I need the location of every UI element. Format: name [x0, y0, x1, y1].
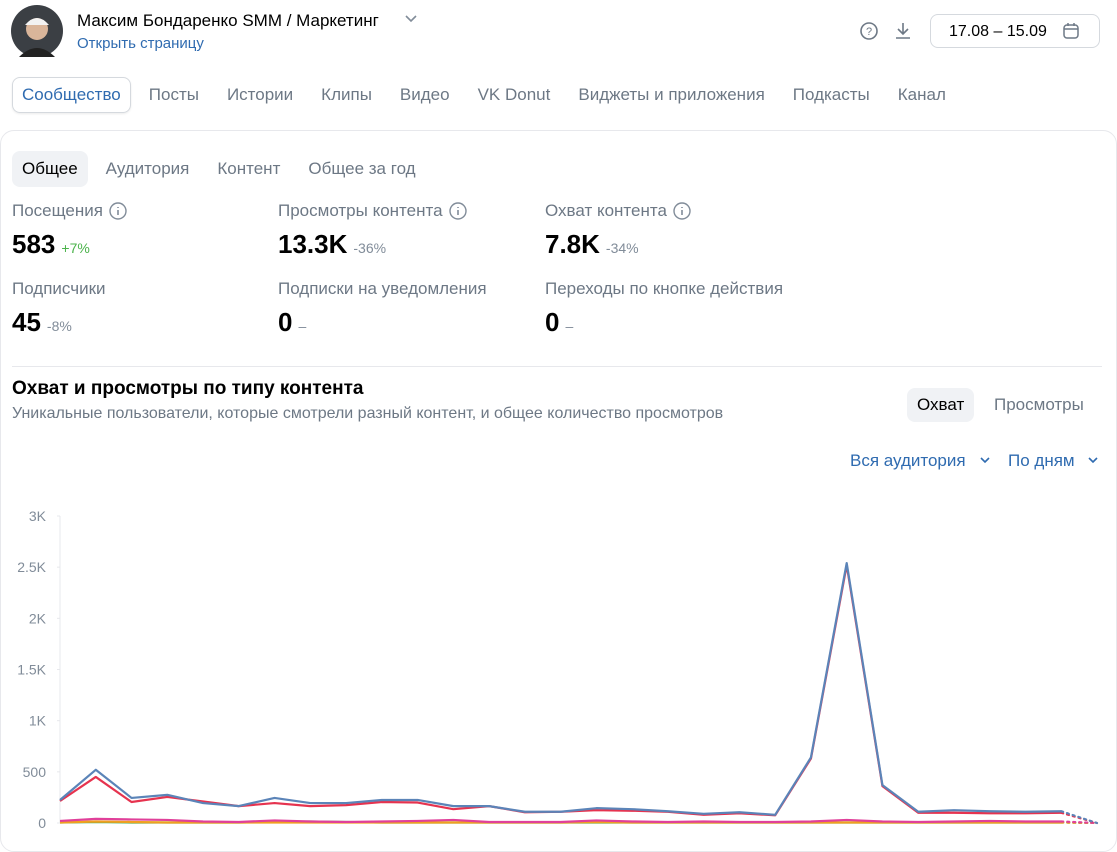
series-forecast: [1060, 810, 1099, 825]
series-forecast: [1060, 820, 1099, 825]
info-icon[interactable]: [108, 201, 128, 221]
svg-text:?: ?: [866, 26, 872, 38]
tab[interactable]: Посты: [148, 85, 199, 104]
section-title: Охват и просмотры по типу контента: [12, 378, 364, 399]
chart: 0 500 1K 1.5K 2K 2.5K 3K: [17, 508, 1099, 831]
tab[interactable]: Видео: [399, 85, 450, 104]
series-line: [59, 817, 1062, 824]
chevron[interactable]: [1086, 455, 1100, 467]
series-line: [59, 564, 1062, 817]
metric-label: Подписки на уведомления: [278, 279, 487, 298]
subtab[interactable]: Контент: [217, 159, 281, 178]
info-icon[interactable]: [448, 201, 468, 221]
date-picker[interactable]: 17.08 – 15.09: [930, 14, 1100, 48]
metric-label: Подписчики: [12, 279, 106, 298]
toggle[interactable]: Просмотры: [994, 395, 1084, 414]
metric-change: +7%: [61, 240, 90, 256]
y-tick-label: 1K: [29, 713, 47, 729]
metric: 0–: [545, 307, 573, 338]
metric-value: 0: [545, 307, 560, 337]
download-icon[interactable]: [892, 20, 914, 42]
metric-label: Охват контента: [545, 201, 667, 220]
metric: 45 -8%: [12, 307, 72, 338]
tab[interactable]: Канал: [897, 85, 946, 104]
metric-change: -34%: [605, 240, 639, 256]
tab[interactable]: Виджеты и приложения: [578, 85, 765, 104]
info-icon[interactable]: [672, 201, 692, 221]
tab[interactable]: Сообщество: [12, 77, 131, 113]
metric-value: 7.8K: [545, 229, 600, 259]
metric: 13.3K -36%: [278, 229, 386, 260]
metric: 0–: [278, 307, 306, 338]
subtab[interactable]: Общее за год: [308, 159, 416, 178]
subtab[interactable]: Аудитория: [105, 159, 190, 178]
divider: [12, 366, 1102, 367]
metric: 583 +7%: [12, 229, 90, 260]
audience-filter[interactable]: Вся аудитория: [850, 451, 966, 470]
period-filter[interactable]: По дням: [1008, 451, 1075, 470]
metric-value: 13.3K: [278, 229, 348, 259]
open-page-link[interactable]: Открыть страницу: [77, 35, 204, 52]
metric: 7.8K -34%: [545, 229, 639, 260]
y-tick-label: 1.5K: [17, 662, 46, 678]
metric-label: Посещения: [12, 201, 103, 220]
y-tick-label: 500: [23, 764, 47, 780]
avatar[interactable]: [11, 5, 63, 57]
metric-value: 583: [12, 229, 56, 259]
y-tick-label: 0: [38, 815, 46, 831]
metric-change: –: [565, 318, 574, 334]
metric-change: -8%: [46, 318, 72, 334]
help-icon[interactable]: ?: [858, 20, 880, 42]
y-tick-label: 3K: [29, 508, 47, 524]
y-tick-label: 2.5K: [17, 559, 46, 575]
metric-change: –: [298, 318, 307, 334]
chevron[interactable]: [978, 455, 992, 467]
series-line: [59, 561, 1062, 816]
section-subtitle: Уникальные пользователи, которые смотрел…: [12, 405, 724, 422]
tab[interactable]: Клипы: [321, 85, 372, 104]
community-name[interactable]: Максим Бондаренко SMM / Маркетинг: [77, 11, 379, 30]
tabs: Сообщество Посты Истории Клипы Видео VK Donut…: [12, 77, 974, 113]
metric-change: -36%: [353, 240, 387, 256]
date-range: 17.08 – 15.09: [949, 23, 1047, 40]
y-tick-label: 2K: [29, 610, 47, 626]
subtab[interactable]: Общее: [12, 151, 88, 187]
tab[interactable]: Подкасты: [792, 85, 870, 104]
metric-label: Переходы по кнопке действия: [545, 279, 784, 298]
metric-value: 45: [12, 307, 41, 337]
metric-value: 0: [278, 307, 293, 337]
tab[interactable]: VK Donut: [477, 85, 551, 104]
subtabs: Общее Аудитория Контент Общее за год: [12, 151, 434, 187]
chevron[interactable]: [403, 13, 419, 25]
toggle[interactable]: Охват: [907, 388, 975, 422]
calendar-icon: [1063, 23, 1079, 39]
metric-label: Просмотры контента: [278, 201, 443, 220]
tab[interactable]: Истории: [226, 85, 294, 104]
